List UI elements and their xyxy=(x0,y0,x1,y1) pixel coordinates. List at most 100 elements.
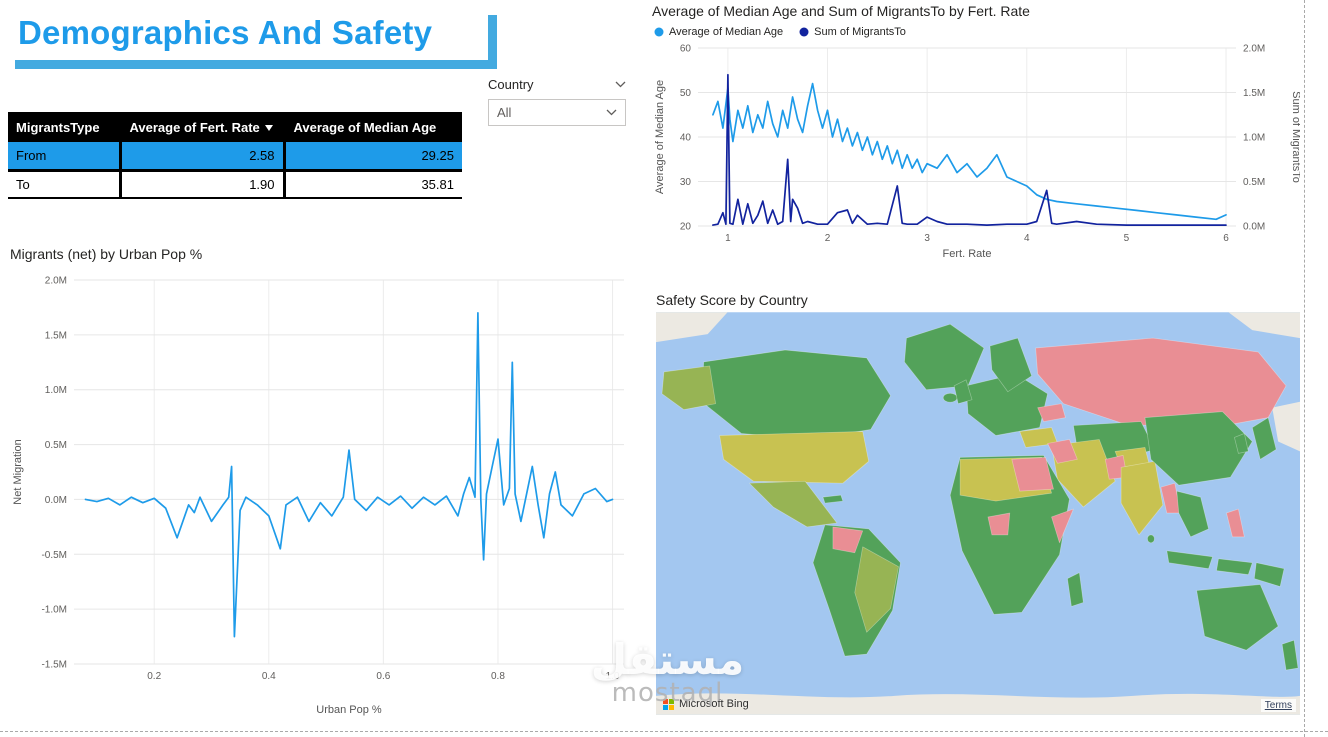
country-dropdown[interactable]: All xyxy=(488,99,626,126)
svg-text:1: 1 xyxy=(725,233,731,244)
country-india xyxy=(1120,460,1164,536)
svg-text:0.4: 0.4 xyxy=(262,671,276,682)
country-ukraine xyxy=(1037,403,1066,422)
svg-text:50: 50 xyxy=(680,88,692,99)
svg-text:1.5M: 1.5M xyxy=(45,330,67,341)
svg-text:2.0M: 2.0M xyxy=(45,276,67,287)
country-japan xyxy=(1251,417,1277,460)
country-brazil xyxy=(854,546,899,633)
column-header-median-age[interactable]: Average of Median Age xyxy=(282,112,462,142)
median-age-migrants-chart-panel: Average of Median Age and Sum of Migrant… xyxy=(652,3,1308,267)
svg-text:0.2: 0.2 xyxy=(147,671,161,682)
svg-text:-1.5M: -1.5M xyxy=(41,660,67,671)
svg-text:3: 3 xyxy=(924,233,930,244)
cell-migrantstype: From xyxy=(8,142,120,172)
region-iraq-syria xyxy=(1047,439,1078,464)
country-nigeria xyxy=(987,512,1011,536)
attribution-label: Microsoft Bing xyxy=(679,698,749,710)
country-usa xyxy=(719,431,870,484)
chevron-down-icon[interactable] xyxy=(615,81,626,88)
migrants-summary-table: MigrantsType Average of Fert. Rate Avera… xyxy=(8,112,462,199)
country-canada xyxy=(701,349,891,440)
svg-text:0.5M: 0.5M xyxy=(45,440,67,451)
map-container: Microsoft Bing Terms xyxy=(656,312,1300,715)
svg-text:6: 6 xyxy=(1223,233,1229,244)
svg-text:5: 5 xyxy=(1124,233,1130,244)
microsoft-logo-icon xyxy=(663,698,674,710)
table-row-to[interactable]: To 1.90 35.81 xyxy=(8,170,462,199)
legend-label: Average of Median Age xyxy=(669,26,784,38)
line-chart-median-age-by-fert-rate[interactable]: 1 2 3 4 5 6 20 30 40 50 60 0.0M 0.5M 1.0M 1.5M 2.0M Fert… xyxy=(652,40,1302,262)
svg-text:0.0M: 0.0M xyxy=(45,495,67,506)
svg-text:-1.0M: -1.0M xyxy=(41,605,67,616)
page-boundary-vertical xyxy=(1304,0,1305,737)
svg-text:-0.5M: -0.5M xyxy=(41,550,67,561)
table-row-from[interactable]: From 2.58 29.25 xyxy=(8,142,462,172)
slicer-selected-value: All xyxy=(497,105,512,120)
slicer-header: Country xyxy=(488,74,626,94)
legend-dot-icon xyxy=(654,27,664,37)
svg-text:1.5M: 1.5M xyxy=(1243,88,1265,99)
table-header-row: MigrantsType Average of Fert. Rate Avera… xyxy=(8,112,462,142)
chart-title: Average of Median Age and Sum of Migrant… xyxy=(652,3,1030,19)
page-title: Demographics And Safety xyxy=(18,14,433,51)
svg-text:1.0M: 1.0M xyxy=(45,385,67,396)
sort-desc-icon xyxy=(264,125,273,132)
chart-legend: Average of Median Age Sum of MigrantsTo xyxy=(654,24,1308,40)
region-new-guinea xyxy=(1253,562,1285,587)
svg-text:0.8: 0.8 xyxy=(491,671,505,682)
svg-text:60: 60 xyxy=(680,44,692,55)
region-horn-of-africa xyxy=(1051,508,1074,544)
country-uk xyxy=(953,379,973,405)
country-korea xyxy=(1234,433,1249,454)
map-attribution: Microsoft Bing xyxy=(663,698,749,710)
region-libya-egypt xyxy=(1011,457,1054,492)
cell-migrantstype: To xyxy=(8,170,120,199)
terms-link[interactable]: Terms xyxy=(1260,699,1296,712)
cell-fert-rate: 1.90 xyxy=(118,170,284,199)
svg-text:Urban Pop %: Urban Pop % xyxy=(316,704,382,716)
legend-item-median-age[interactable]: Average of Median Age xyxy=(654,26,783,38)
region-venezuela-colombia xyxy=(832,526,864,554)
country-australia xyxy=(1196,584,1279,651)
column-header-migrantstype[interactable]: MigrantsType xyxy=(8,112,120,142)
polar-ice xyxy=(656,312,1300,715)
svg-text:30: 30 xyxy=(680,177,692,188)
region-alaska xyxy=(661,365,716,410)
legend-item-migrants-to[interactable]: Sum of MigrantsTo xyxy=(799,26,906,38)
net-migration-chart-panel: Migrants (net) by Urban Pop % 0.2 0.4 0.6 0… xyxy=(10,246,650,723)
svg-text:0.0M: 0.0M xyxy=(1243,222,1265,233)
cell-median-age: 35.81 xyxy=(282,170,462,199)
slicer-label: Country xyxy=(488,76,534,92)
svg-text:Sum of MigrantsTo: Sum of MigrantsTo xyxy=(1290,91,1300,183)
cell-fert-rate: 2.58 xyxy=(118,142,284,172)
cell-median-age: 29.25 xyxy=(282,142,462,172)
svg-text:Net Migration: Net Migration xyxy=(12,439,24,504)
country-russia xyxy=(1035,337,1287,430)
svg-text:Average of Median Age: Average of Median Age xyxy=(654,80,666,194)
map-title: Safety Score by Country xyxy=(656,292,808,308)
svg-text:2.0M: 2.0M xyxy=(1243,44,1265,55)
country-sri-lanka xyxy=(1147,534,1155,544)
svg-text:1.0: 1.0 xyxy=(606,671,620,682)
dashboard-title-card: Demographics And Safety xyxy=(6,6,488,60)
svg-text:Fert. Rate: Fert. Rate xyxy=(943,248,992,260)
chart-title: Migrants (net) by Urban Pop % xyxy=(10,246,203,262)
country-slicer: Country All xyxy=(488,74,626,126)
svg-text:40: 40 xyxy=(680,133,692,144)
country-iceland xyxy=(942,392,958,403)
line-chart-net-migration-by-urban-pop[interactable]: 0.2 0.4 0.6 0.8 1.0 -1.5M -1.0M -0.5M 0.0M 0.5M 1.… xyxy=(10,266,640,718)
world-map[interactable] xyxy=(656,312,1300,715)
svg-text:2: 2 xyxy=(825,233,831,244)
column-header-fert-rate[interactable]: Average of Fert. Rate xyxy=(118,112,284,142)
country-china xyxy=(1144,411,1253,486)
continents xyxy=(661,323,1299,671)
region-caribbean xyxy=(822,494,844,504)
region-indonesia xyxy=(1166,550,1213,570)
svg-text:20: 20 xyxy=(680,222,692,233)
svg-text:0.5M: 0.5M xyxy=(1243,177,1265,188)
svg-text:4: 4 xyxy=(1024,233,1030,244)
svg-text:1.0M: 1.0M xyxy=(1243,133,1265,144)
svg-text:0.6: 0.6 xyxy=(376,671,390,682)
